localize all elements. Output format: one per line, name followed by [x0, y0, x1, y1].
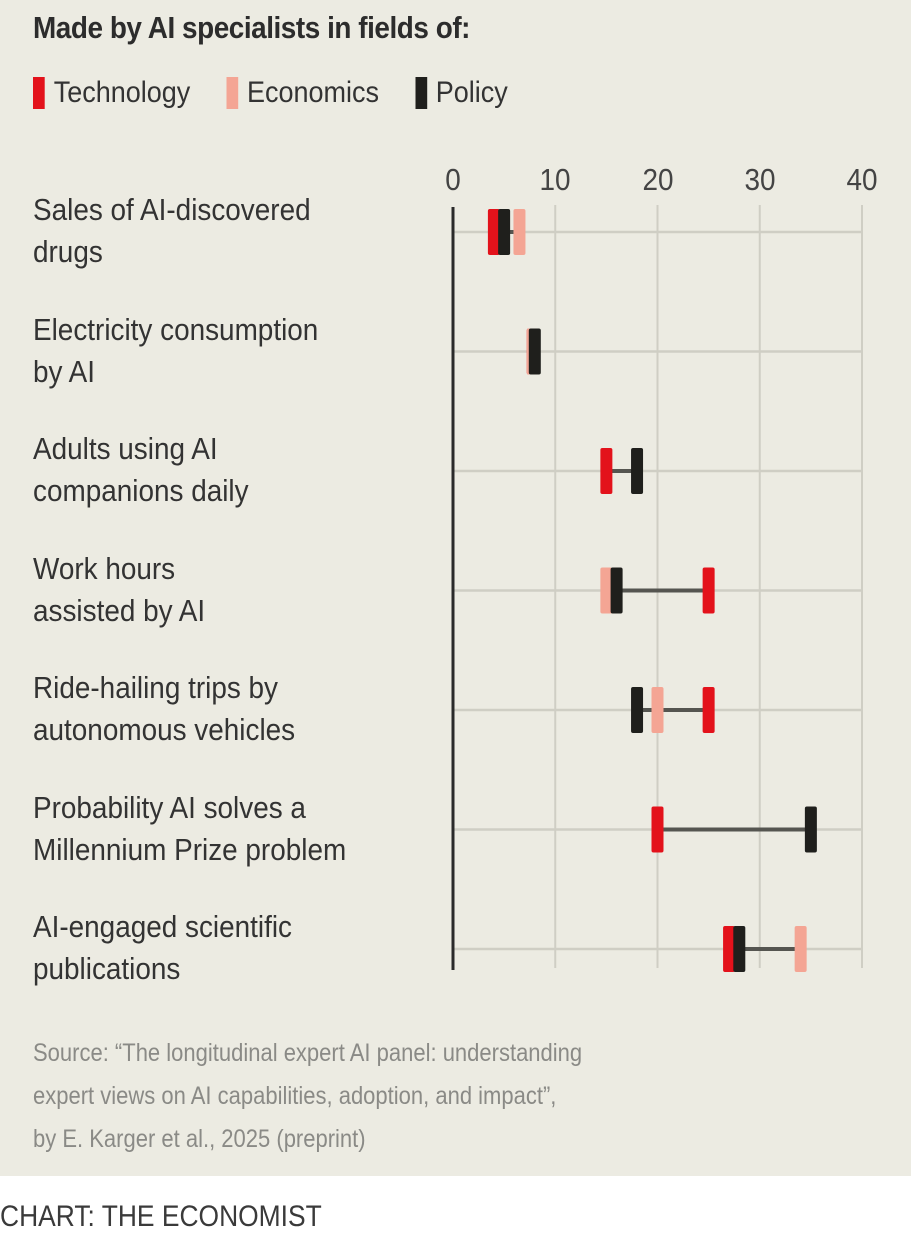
- marker-policy: [498, 209, 511, 255]
- legend-item-policy: Policy: [415, 76, 508, 110]
- legend-label-policy: Policy: [435, 76, 508, 109]
- category-label: Sales of AI-discovered drugs: [33, 192, 311, 269]
- marker-technology: [651, 806, 664, 853]
- marker-economics: [794, 926, 807, 972]
- category-label: AI-engaged scientific publications: [33, 909, 293, 986]
- marker-technology: [600, 448, 613, 494]
- marker-policy: [610, 567, 623, 614]
- category-label: Ride-hailing trips by autonomous vehicle…: [33, 670, 296, 747]
- category-label: Probability AI solves a Millennium Prize…: [33, 789, 347, 867]
- category-label: Work hours assisted by AI: [33, 550, 206, 628]
- legend: Technology Economics Policy: [33, 76, 544, 110]
- legend-swatch-technology: [33, 77, 45, 109]
- marker-economics: [600, 567, 613, 614]
- legend-item-technology: Technology: [33, 76, 190, 110]
- marker-technology: [702, 567, 715, 614]
- category-label: Electricity consumption by AI: [33, 311, 319, 389]
- x-tick-label: 0: [445, 162, 461, 197]
- legend-swatch-economics: [226, 77, 239, 109]
- chart-subtitle: Made by AI specialists in fields of:: [33, 10, 471, 45]
- x-tick-label: 40: [846, 162, 878, 197]
- legend-swatch-policy: [415, 77, 427, 109]
- chart-credit: CHART: THE ECONOMIST: [0, 1200, 322, 1233]
- chart-panel: Made by AI specialists in fields of: Tec…: [0, 0, 911, 1176]
- x-tick-label: 10: [539, 162, 571, 197]
- marker-economics: [651, 687, 664, 733]
- legend-label-economics: Economics: [247, 76, 380, 109]
- category-label: Adults using AI companions daily: [33, 431, 249, 508]
- marker-policy: [804, 806, 817, 853]
- marker-technology: [702, 687, 715, 733]
- x-tick-label: 20: [641, 162, 674, 197]
- legend-label-technology: Technology: [53, 76, 191, 109]
- source-note: Source: “The longitudinal expert AI pane…: [33, 1039, 583, 1153]
- marker-policy: [631, 687, 644, 733]
- plot-area: [451, 205, 863, 972]
- marker-policy: [733, 926, 746, 972]
- marker-technology: [723, 926, 736, 972]
- marker-policy: [528, 328, 541, 375]
- marker-policy: [631, 448, 644, 494]
- x-tick-label: 30: [744, 162, 776, 197]
- marker-technology: [487, 209, 500, 255]
- marker-economics: [513, 209, 526, 255]
- legend-item-economics: Economics: [226, 76, 379, 110]
